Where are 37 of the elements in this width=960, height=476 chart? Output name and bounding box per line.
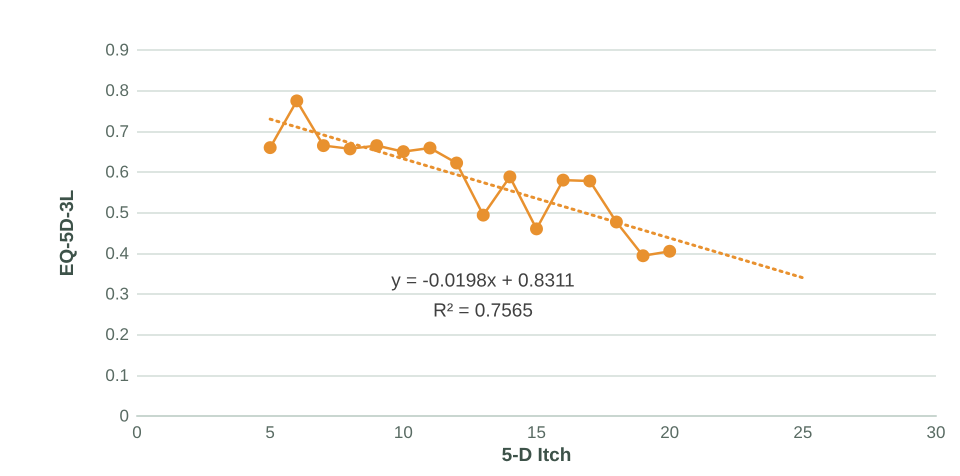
x-tick-label: 30 [926, 423, 946, 442]
point [503, 170, 516, 184]
y-tick-label: 0.3 [105, 284, 129, 304]
point [610, 216, 623, 229]
x-tick-label: 25 [793, 423, 812, 442]
point [476, 208, 490, 222]
point [450, 156, 464, 170]
y-tick-label: 0.7 [105, 122, 129, 141]
annotation: y = -0.0198x + 0.8311 [391, 270, 575, 292]
point [663, 244, 676, 258]
point [530, 222, 543, 236]
annotation: R² = 0.7565 [433, 300, 533, 322]
y-tick-label: 0.1 [105, 366, 129, 385]
y-tick-label: 0 [120, 406, 129, 426]
point [370, 139, 384, 152]
x-tick-label: 20 [660, 423, 680, 442]
point [583, 174, 596, 188]
x-tick-label: 10 [394, 423, 413, 442]
point [344, 142, 357, 156]
x-tick-label: 15 [527, 423, 546, 442]
x-tick-label: 5 [265, 423, 275, 442]
y-tick-label: 0.9 [105, 40, 129, 60]
y-axis-title: EQ-5D-3L [57, 189, 78, 276]
y-tick-label: 0.5 [105, 203, 129, 222]
point [290, 94, 304, 108]
y-tick-label: 0.6 [105, 162, 129, 182]
point [556, 174, 570, 187]
point [396, 145, 410, 158]
x-axis-title: 5-D Itch [502, 445, 572, 466]
point [264, 141, 277, 154]
point [423, 142, 436, 155]
point [636, 249, 650, 262]
y-tick-label: 0.8 [105, 81, 129, 100]
y-tick-label: 0.4 [105, 244, 129, 263]
point [316, 139, 330, 152]
x-tick-label: 0 [132, 423, 142, 442]
y-tick-label: 0.2 [105, 325, 129, 344]
